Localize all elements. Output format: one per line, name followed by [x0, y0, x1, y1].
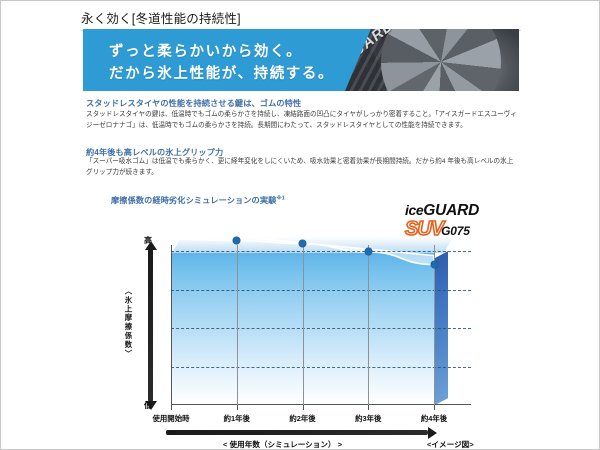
- x-axis-tick-label: 約4年後: [420, 414, 448, 423]
- y-axis-arrow: [144, 241, 157, 410]
- hero-text-panel: ずっと柔らかいから効く。 だから氷上性能が、持続する。: [83, 29, 371, 91]
- section-1-body: スタッドレスタイヤの鍵は、低温時でもゴムの柔らかさを持続し、凍結路面の凹凸にタイ…: [86, 111, 517, 129]
- section-2-body: 「スーパー吸水ゴム」は低温でも柔らかく、更に経年変化をしにくいため、吸水効果と密…: [86, 158, 514, 176]
- x-axis-tick: [368, 405, 370, 410]
- gridline: [171, 251, 471, 253]
- data-point: [364, 248, 372, 256]
- category-tickline: [368, 245, 370, 405]
- data-point: [299, 240, 306, 248]
- data-point: [233, 237, 241, 245]
- category-tickline: [302, 245, 304, 405]
- product-logo: iceGUARD SUVG075: [404, 202, 517, 241]
- logo-line-2: SUVG075: [404, 217, 470, 241]
- category-tickline: [434, 245, 435, 405]
- logo-line-1: iceGUARD: [405, 202, 479, 220]
- wheel-rim-icon: [381, 29, 501, 91]
- image-note-label: <イメージ図>: [427, 440, 474, 449]
- x-axis-tick-label: 約1年後: [223, 414, 250, 423]
- x-axis-tick-label: 使用開始時: [152, 414, 190, 423]
- x-axis-tick-label: 約3年後: [355, 414, 382, 423]
- x-axis-tick-label: 約2年後: [289, 414, 316, 423]
- chart-title-text: 摩擦係数の経時劣化シミュレーションの実験: [111, 196, 277, 205]
- gridline: [171, 366, 471, 368]
- x-axis-tick: [236, 405, 238, 410]
- decay-curve: [171, 233, 435, 266]
- friction-decay-chart: 高 低 〈氷上摩擦係数〉 使用開始時 約1年後 約2年後 約3年後 約4年後 < 使用年…: [111, 233, 521, 449]
- logo-suv-text: SUV: [404, 217, 445, 241]
- x-axis-tick: [171, 405, 172, 410]
- y-axis-low-label: 低: [144, 401, 152, 410]
- plot-base-axis: [171, 404, 471, 405]
- category-tickline: [236, 245, 238, 405]
- logo-ice-text: ice: [405, 202, 424, 218]
- page-header: 永く効く[冬道性能の持続性]: [1, 1, 600, 31]
- x-axis-tick: [302, 405, 304, 410]
- y-axis-high-label: 高: [144, 235, 152, 246]
- page-title: 永く効く[冬道性能の持続性]: [81, 12, 241, 26]
- plot-left-axis: [171, 245, 172, 405]
- gridline: [171, 289, 471, 291]
- plot-area: 使用開始時 約1年後 約2年後 約3年後 約4年後: [153, 233, 471, 423]
- chart-title: 摩擦係数の経時劣化シミュレーションの実験※1: [111, 194, 285, 206]
- hero-headline-1: ずっと柔らかいから効く。: [109, 44, 303, 60]
- x-axis-label: < 使用年数（シミュレーション） >: [223, 440, 343, 449]
- hero-banner: iceGUARD ずっと柔らかいから効く。 だから氷上性能が、持続する。: [83, 29, 519, 91]
- data-point: [430, 261, 438, 269]
- hero-headline-2: だから氷上性能が、持続する。: [109, 66, 335, 82]
- area-body-3d: [172, 251, 435, 405]
- chart-title-footnote: ※1: [276, 195, 285, 202]
- gridline: [171, 328, 471, 330]
- x-axis-tick: [434, 405, 435, 410]
- logo-guard-text: GUARD: [423, 202, 480, 219]
- x-axis-arrow: [166, 426, 437, 439]
- y-axis-label: 〈氷上摩擦係数〉: [124, 287, 133, 359]
- logo-model-text: G075: [441, 224, 470, 238]
- section-2-heading: 約4年後も高レベルの氷上グリップ力: [86, 148, 224, 157]
- section-1-heading: スタッドレスタイヤの性能を持続させる鍵は、ゴムの特性: [86, 99, 302, 108]
